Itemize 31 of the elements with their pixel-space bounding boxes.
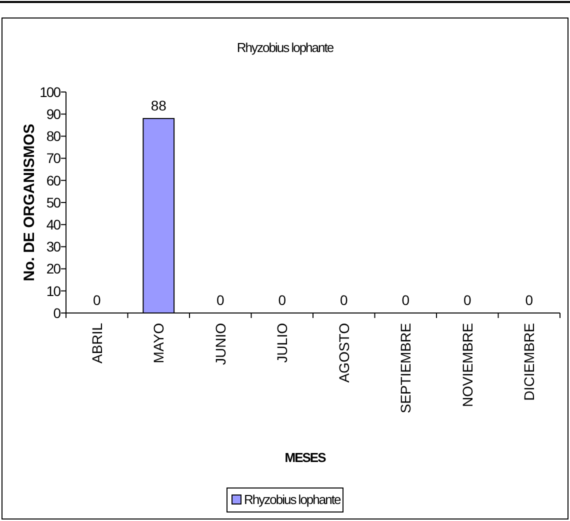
data-label: 0: [402, 292, 410, 308]
data-label: 88: [150, 98, 167, 114]
y-tick-label: 10: [46, 282, 62, 299]
data-label: 0: [278, 292, 286, 308]
data-label: 0: [340, 292, 348, 308]
x-tick-label: DICIEMBRE: [521, 323, 538, 401]
data-label: 0: [92, 292, 101, 308]
data-label: 0: [525, 292, 534, 308]
y-tick-label: 90: [46, 106, 62, 122]
y-tick-label: 100: [40, 84, 62, 100]
data-label: 0: [463, 292, 472, 308]
x-tick-label: MAYO: [150, 322, 167, 364]
y-tick-label: 0: [53, 304, 62, 321]
y-tick-label: 70: [46, 150, 62, 166]
y-tick-label: 50: [46, 194, 62, 210]
x-axis-title: MESES: [284, 450, 327, 465]
y-axis-title: No. DE ORGANISMOS: [21, 124, 38, 282]
x-tick-label: NOVIEMBRE: [459, 323, 476, 408]
x-tick-label: JUNIO: [212, 322, 228, 365]
y-tick-label: 60: [46, 172, 62, 188]
y-tick-label: 80: [46, 128, 62, 144]
x-tick-label: SEPTIEMBRE: [398, 323, 414, 414]
x-tick-label: ABRIL: [88, 322, 105, 364]
x-tick-label: AGOSTO: [336, 322, 352, 383]
chart-title: Rhyzobius lophante: [236, 40, 334, 55]
y-tick-label: 20: [46, 260, 62, 277]
y-tick-label: 30: [46, 238, 62, 255]
x-tick-label: JULIO: [274, 322, 290, 363]
data-label: 0: [216, 292, 224, 308]
y-tick-label: 40: [46, 216, 62, 232]
legend-label: Rhyzobius lophante: [244, 492, 341, 507]
